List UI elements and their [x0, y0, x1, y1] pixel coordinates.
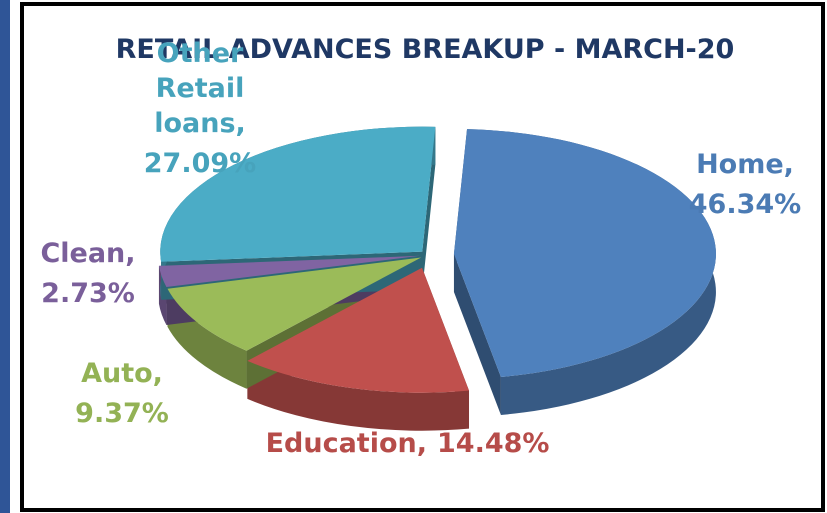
pie [158, 126, 716, 431]
slice-side [453, 129, 501, 415]
category-label: Education, [266, 428, 427, 459]
slice [167, 257, 422, 351]
category-word: loans, [154, 108, 246, 139]
frame [20, 2, 825, 512]
category-label: Home, [696, 149, 794, 180]
category-label: Clean, [40, 238, 135, 269]
category-label: Auto, [81, 358, 163, 389]
slice [160, 126, 436, 262]
slice-rim [247, 360, 470, 431]
chart-title: RETAIL ADVANCES BREAKUP - MARCH-20 [116, 34, 735, 65]
value-label: 14.48% [437, 428, 549, 459]
value-label: 9.37% [75, 398, 169, 429]
category-label: Other Retail loans, [154, 38, 246, 139]
category-word: Retail [156, 73, 245, 104]
slice [247, 267, 470, 393]
slice-rim [167, 288, 247, 389]
slice [158, 255, 421, 288]
slice [453, 129, 716, 377]
labels: Home, 46.34% Education, 14.48% Auto, 9.37% Cle… [40, 38, 801, 459]
category-word: Other [157, 38, 244, 69]
value-label: 27.09% [144, 148, 256, 179]
slice-side [161, 126, 436, 300]
value-label: 2.73% [41, 278, 135, 309]
value-label: 46.34% [689, 189, 801, 220]
left-strip [0, 0, 10, 513]
